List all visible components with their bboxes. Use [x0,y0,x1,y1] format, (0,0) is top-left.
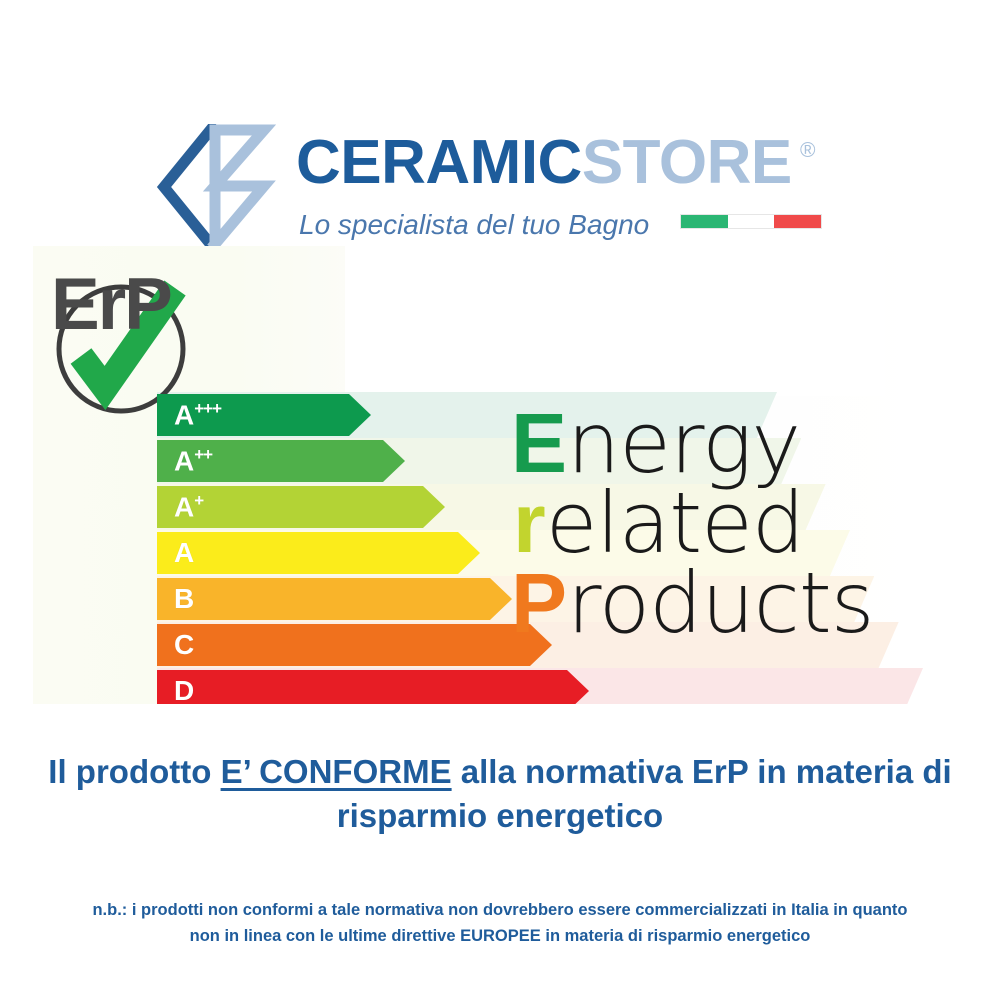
note-line-2-bold: EUROPEE [460,926,541,945]
energy-bar-label: B [174,583,195,614]
energy-bar-arrow-tip [383,440,405,482]
flag-stripe-red [774,215,821,228]
energy-bar-label: A++ [174,445,213,477]
energy-bar-arrow-tip [567,670,589,704]
energy-bar-label: A [174,537,195,568]
erp-rest-energy: nergy [567,394,801,492]
energy-bar-Aplusplus: A++ [157,440,405,482]
flag-stripe-white [727,215,775,228]
energy-bar-arrow-tip [530,624,552,666]
energy-bar-label: A+++ [174,399,222,431]
statement-emphasis: E’ CONFORME [220,753,452,790]
brand-tagline: Lo specialista del tuo Bagno [299,209,650,240]
erp-seal-label: ErP [51,264,173,345]
panel-white-backdrop [345,246,885,396]
ceramicstore-logo-icon [152,120,280,254]
energy-bar-A: A [157,532,480,574]
note-line-1: n.b.: i prodotti non conformi a tale nor… [92,901,908,919]
note-line-2-pre: non in linea con le ultime direttive [189,926,461,945]
compliance-note: n.b.: i prodotti non conformi a tale nor… [0,898,1000,949]
energy-bar-arrow-tip [490,578,512,620]
energy-bar-Aplusplusplus: A+++ [157,394,371,436]
energy-bar-D: D [157,670,589,704]
energy-bar-label: D [174,675,195,705]
erp-cap-e: E [511,396,568,490]
energy-bar-B: B [157,578,512,620]
italian-flag-icon [680,214,822,229]
erp-rest-related: elated [545,473,805,572]
brand-header: CERAMICSTORE ® Lo specialista del tuo Ba… [0,58,1000,254]
brand-wordmark: CERAMICSTORE [296,132,792,194]
erp-seal-icon: ErP [43,264,218,429]
erp-rest-products: roducts [567,553,875,652]
energy-bar-C: C [157,624,552,666]
energy-bar-arrow-tip [349,394,371,436]
energy-bar-label: A+ [174,491,204,523]
registered-trademark-icon: ® [800,139,816,162]
erp-cap-p: P [511,555,568,650]
brand-name-primary: CERAMIC [296,128,582,197]
energy-label-panel: ErP A+++ A++ A+ A B C D Energy related Product… [33,246,933,704]
energy-bar-label: C [174,629,195,660]
erp-wordmark-line-related: related [511,481,874,565]
erp-cap-r: r [513,475,546,570]
energy-bar-arrow-tip [458,532,480,574]
erp-wordmark-line-products: Products [511,561,875,645]
erp-wordmark-line-energy: Energy [511,401,874,485]
brand-name-secondary: STORE [581,128,792,197]
erp-wordmark: Energy related Products [511,401,875,645]
energy-bar-Aplus: A+ [157,486,445,528]
compliance-statement: Il prodotto E’ CONFORME alla normativa E… [0,750,1000,838]
note-line-2-post: in materia di risparmio energetico [540,926,811,945]
statement-part-1: Il prodotto [48,753,221,790]
energy-bar-arrow-tip [423,486,445,528]
flag-stripe-green [681,215,728,228]
statement-part-2: alla normativa ErP in materia di risparm… [336,753,952,834]
